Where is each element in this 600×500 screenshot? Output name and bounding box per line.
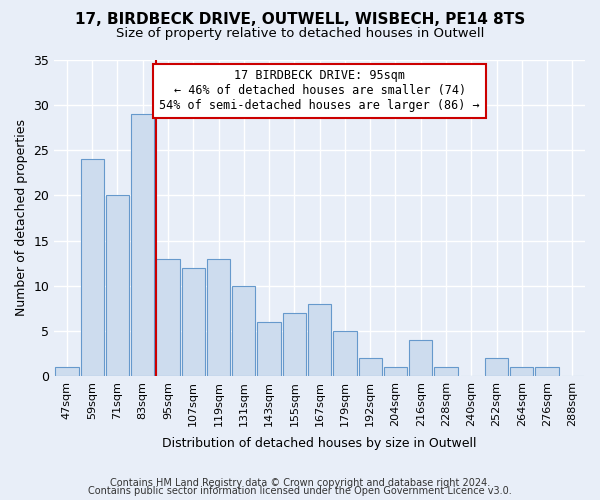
Bar [535,367,559,376]
Text: 17 BIRDBECK DRIVE: 95sqm
← 46% of detached houses are smaller (74)
54% of semi-d: 17 BIRDBECK DRIVE: 95sqm ← 46% of detach… [160,70,480,112]
Y-axis label: Number of detached properties: Number of detached properties [15,120,28,316]
Bar [106,196,129,376]
Text: Contains HM Land Registry data © Crown copyright and database right 2024.: Contains HM Land Registry data © Crown c… [110,478,490,488]
Bar [409,340,433,376]
Bar [510,367,533,376]
Bar [333,331,356,376]
Bar [308,304,331,376]
Text: Size of property relative to detached houses in Outwell: Size of property relative to detached ho… [116,28,484,40]
Bar [80,160,104,376]
Bar [384,367,407,376]
Text: Contains public sector information licensed under the Open Government Licence v3: Contains public sector information licen… [88,486,512,496]
Bar [207,258,230,376]
Bar [434,367,458,376]
Bar [232,286,256,376]
Bar [131,114,154,376]
X-axis label: Distribution of detached houses by size in Outwell: Distribution of detached houses by size … [163,437,477,450]
Bar [257,322,281,376]
Bar [182,268,205,376]
Bar [157,258,179,376]
Bar [485,358,508,376]
Bar [283,312,306,376]
Text: 17, BIRDBECK DRIVE, OUTWELL, WISBECH, PE14 8TS: 17, BIRDBECK DRIVE, OUTWELL, WISBECH, PE… [75,12,525,28]
Bar [55,367,79,376]
Bar [359,358,382,376]
